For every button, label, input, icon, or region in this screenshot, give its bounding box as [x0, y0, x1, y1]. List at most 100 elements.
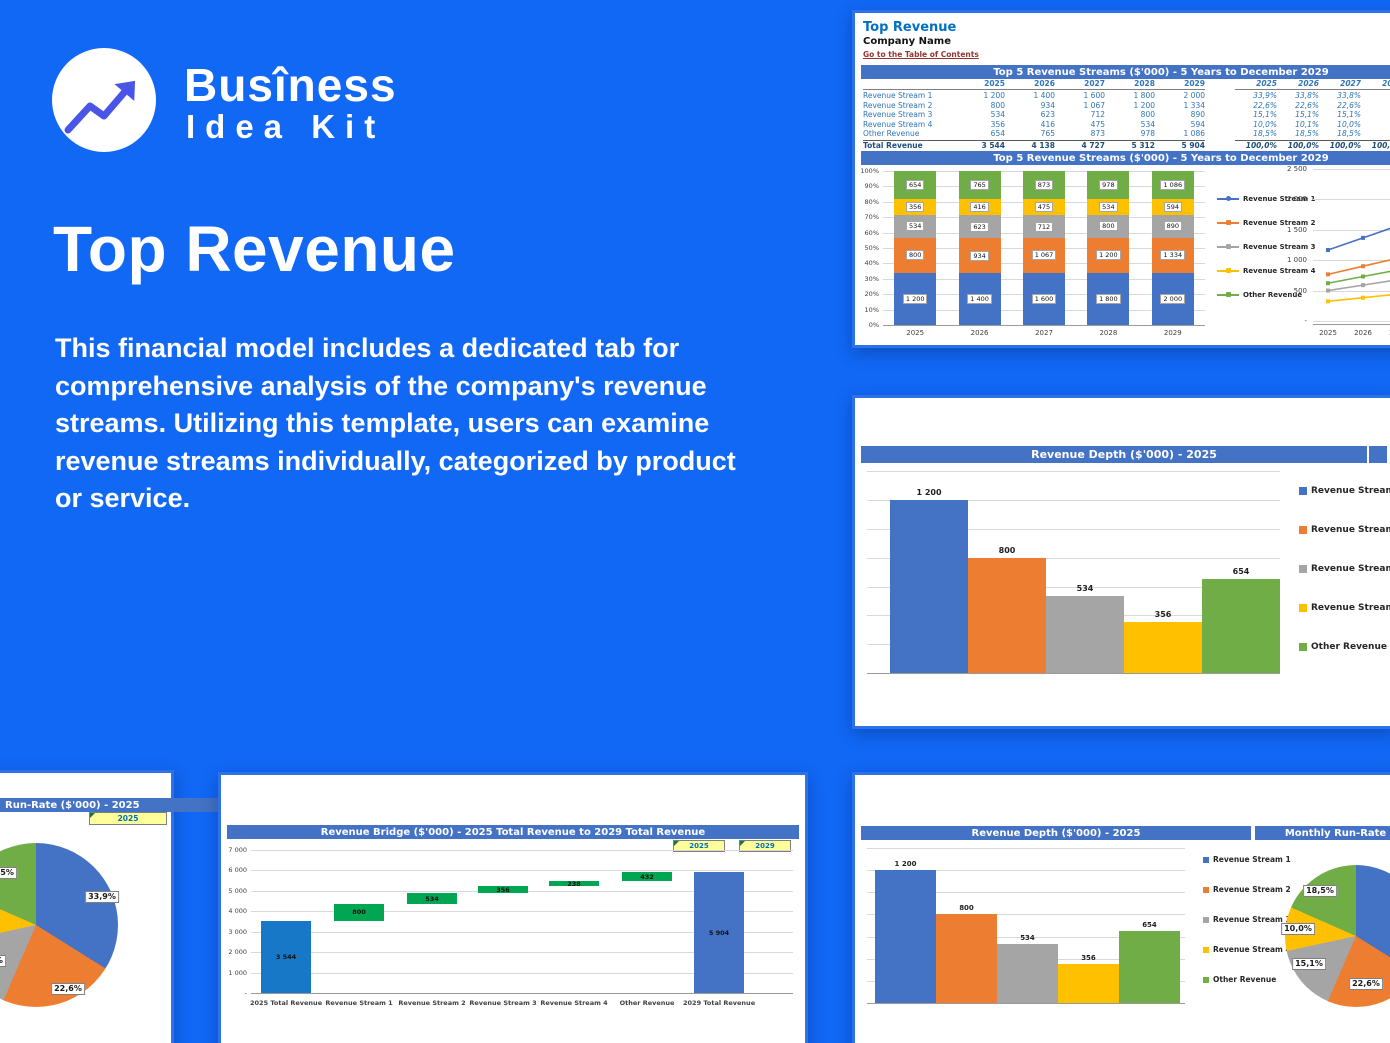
segment-value-label: 800: [905, 250, 925, 261]
stacked-bar-segment: 1 400: [958, 272, 1001, 325]
cell-pct: [1361, 129, 1390, 139]
cell-value: 654: [990, 129, 1005, 138]
legend-swatch: [1203, 886, 1209, 893]
legend-label: Revenue Stream 1: [1213, 855, 1291, 864]
cell-value: 890: [1190, 110, 1205, 119]
segment-value-label: 1 200: [1096, 250, 1121, 261]
plot-gridline: [1313, 260, 1390, 262]
legend-label: Revenue Stream 2: [1243, 219, 1316, 227]
bridge-slicer-2029[interactable]: 2029: [739, 840, 791, 852]
stacked-bar-segment: 712: [1023, 214, 1065, 239]
depth-bar: [1058, 963, 1119, 1003]
stacked-bar-segment: 416: [958, 199, 1001, 215]
bar-value-label: 356: [1154, 609, 1172, 619]
legend-marker: [1226, 292, 1231, 297]
toc-link[interactable]: Go to the Table of Contents: [863, 50, 979, 59]
cell-pct: 22,6%: [1253, 100, 1277, 110]
pie-percent-label: 15,1%: [0, 955, 6, 967]
bar-value-label: 800: [998, 545, 1016, 555]
depth-bar: [890, 500, 968, 673]
stacked-bar-segment: 873: [1023, 171, 1065, 200]
legend-line-sample: [1217, 244, 1239, 249]
bar-value-label: 356: [496, 885, 510, 894]
segment-value-label: 534: [905, 221, 925, 232]
excel-panel-bottom-right: Revenue Depth ($'000) - 2025 Monthly Run…: [852, 772, 1390, 1043]
depth-header-bottom: Revenue Depth ($'000) - 2025: [861, 826, 1251, 840]
plot-gridline: [867, 586, 1280, 588]
pie-percent-label: 18,5%: [0, 867, 17, 879]
slicer-corner-marker: [90, 813, 95, 818]
legend-item: Other Revenue: [1203, 975, 1276, 984]
plot-gridline: [867, 870, 1185, 871]
y-tick-label: 80%: [864, 197, 879, 206]
stacked-bar-segment: 890: [1151, 214, 1194, 239]
y-tick-label: -: [1304, 317, 1307, 325]
series-line: [1327, 294, 1390, 303]
cell-value: 1 200: [1133, 100, 1155, 110]
data-point-marker: [1361, 295, 1365, 300]
pie-percent-label: 22,6%: [1349, 978, 1383, 990]
y-tick-label: 30%: [864, 274, 879, 283]
stacked-bar-segment: 800: [1087, 214, 1130, 239]
bar-value-label: 1 200: [894, 860, 917, 868]
cell-pct: 2027: [1340, 79, 1361, 88]
cell-value: 1 800: [1133, 91, 1155, 100]
segment-value-label: 1 086: [1160, 180, 1186, 191]
y-tick-label: 1 500: [1286, 225, 1307, 234]
legend-label: Revenue Stream 1: [1311, 486, 1390, 496]
slicer-value: 2025: [117, 814, 139, 823]
cell-value: 534: [1140, 119, 1155, 129]
year-slicer[interactable]: 2025: [89, 812, 167, 825]
cell-value: 1 086: [1183, 129, 1205, 138]
stacked-bar-segment: 594: [1151, 199, 1194, 215]
data-point-marker: [1326, 281, 1330, 286]
table-row: Revenue Stream 1 1 200 1 400 1 600 1 800 2 00…: [863, 91, 1205, 101]
stacked-bar-segment: 534: [1087, 199, 1130, 215]
segment-value-label: 623: [970, 221, 989, 232]
depth-chart-header: Revenue Depth ($'000) - 2025: [861, 446, 1387, 463]
bar-value-label: 800: [959, 904, 974, 913]
legend-label: Revenue Stream 2: [1311, 525, 1390, 535]
segment-value-label: 534: [1099, 202, 1118, 213]
y-tick-label: -: [244, 989, 247, 997]
plot-gridline: [867, 892, 1185, 894]
stacked-bar-segment: 654: [894, 171, 937, 200]
x-axis-label: 2029: [1163, 329, 1182, 337]
x-axis: [883, 325, 1205, 326]
series-line: [1327, 270, 1390, 285]
segment-value-label: 765: [970, 180, 989, 191]
legend-marker: [1226, 196, 1231, 201]
cell-value: 978: [1140, 129, 1155, 138]
cell-pct: 33,9%: [1253, 91, 1277, 100]
monthly-runrate-header: Monthly Run-Rate ($'000: [1255, 826, 1390, 840]
cell-value: 800: [990, 100, 1005, 110]
data-point-marker: [1361, 264, 1365, 269]
segment-value-label: 1 800: [1096, 293, 1121, 304]
brand-logo: [52, 48, 156, 152]
cell-pct: 100,0%: [1287, 140, 1319, 150]
cell-pct: 15,1%: [1295, 110, 1319, 119]
bridge-slicer-2025[interactable]: 2025: [673, 840, 725, 852]
legend-line-sample: [1217, 196, 1239, 201]
legend-item: Other Revenue: [1217, 291, 1302, 299]
y-tick-label: 60%: [864, 228, 879, 237]
y-tick-label: 40%: [864, 259, 879, 268]
y-tick-label: 90%: [864, 182, 879, 191]
y-tick-label: 6 000: [228, 866, 247, 875]
cell-pct: 100,0%: [1371, 140, 1390, 150]
x-axis-label: Revenue Stream 2: [398, 999, 466, 1007]
plot-gridline: [867, 936, 1185, 938]
legend-line-sample: [1217, 220, 1239, 225]
series-line: [1327, 280, 1390, 292]
legend-swatch: [1299, 565, 1307, 573]
legend-item: Revenue Stream 2: [1299, 525, 1390, 535]
data-point-marker: [1361, 274, 1365, 279]
legend-item: Revenue Stream 4: [1299, 603, 1390, 613]
cell-pct: 2025: [1256, 79, 1277, 88]
waterfall-bar-delta: 432: [622, 872, 672, 882]
cell-pct: 18,5%: [1337, 129, 1361, 138]
y-tick-label: 7 000: [228, 846, 247, 854]
plot-gridline: [867, 471, 1280, 473]
legend-label: Revenue Stream 3: [1213, 915, 1291, 924]
segment-value-label: 1 334: [1160, 250, 1186, 261]
